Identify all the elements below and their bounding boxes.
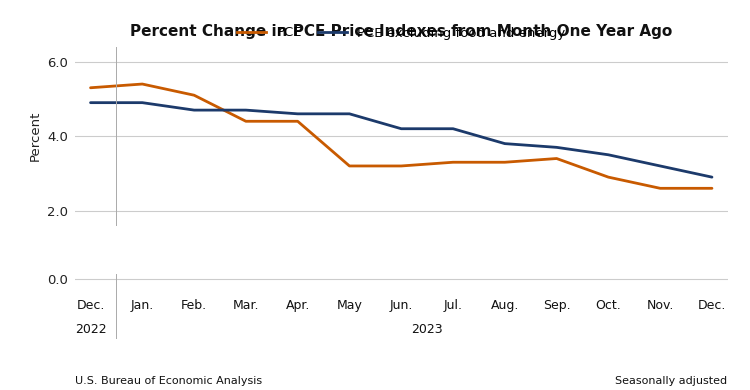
Text: Oct.: Oct. xyxy=(596,299,621,312)
Text: Jun.: Jun. xyxy=(389,299,413,312)
Y-axis label: Percent: Percent xyxy=(28,111,41,161)
Text: May: May xyxy=(337,299,362,312)
Text: Nov.: Nov. xyxy=(646,299,674,312)
Text: Sep.: Sep. xyxy=(543,299,571,312)
Legend: PCE, PCE excluding food and energy: PCE, PCE excluding food and energy xyxy=(232,21,571,45)
Text: Seasonally adjusted: Seasonally adjusted xyxy=(615,376,728,386)
Text: Apr.: Apr. xyxy=(286,299,310,312)
Text: Aug.: Aug. xyxy=(490,299,519,312)
Text: Jul.: Jul. xyxy=(443,299,463,312)
Text: Jan.: Jan. xyxy=(130,299,154,312)
Text: Dec.: Dec. xyxy=(698,299,726,312)
Text: 2023: 2023 xyxy=(411,323,443,336)
Text: 2022: 2022 xyxy=(75,323,106,336)
Text: U.S. Bureau of Economic Analysis: U.S. Bureau of Economic Analysis xyxy=(75,376,262,386)
Text: Dec.: Dec. xyxy=(76,299,105,312)
Text: Mar.: Mar. xyxy=(232,299,260,312)
Text: Feb.: Feb. xyxy=(181,299,207,312)
Title: Percent Change in PCE Price Indexes from Month One Year Ago: Percent Change in PCE Price Indexes from… xyxy=(130,24,672,39)
